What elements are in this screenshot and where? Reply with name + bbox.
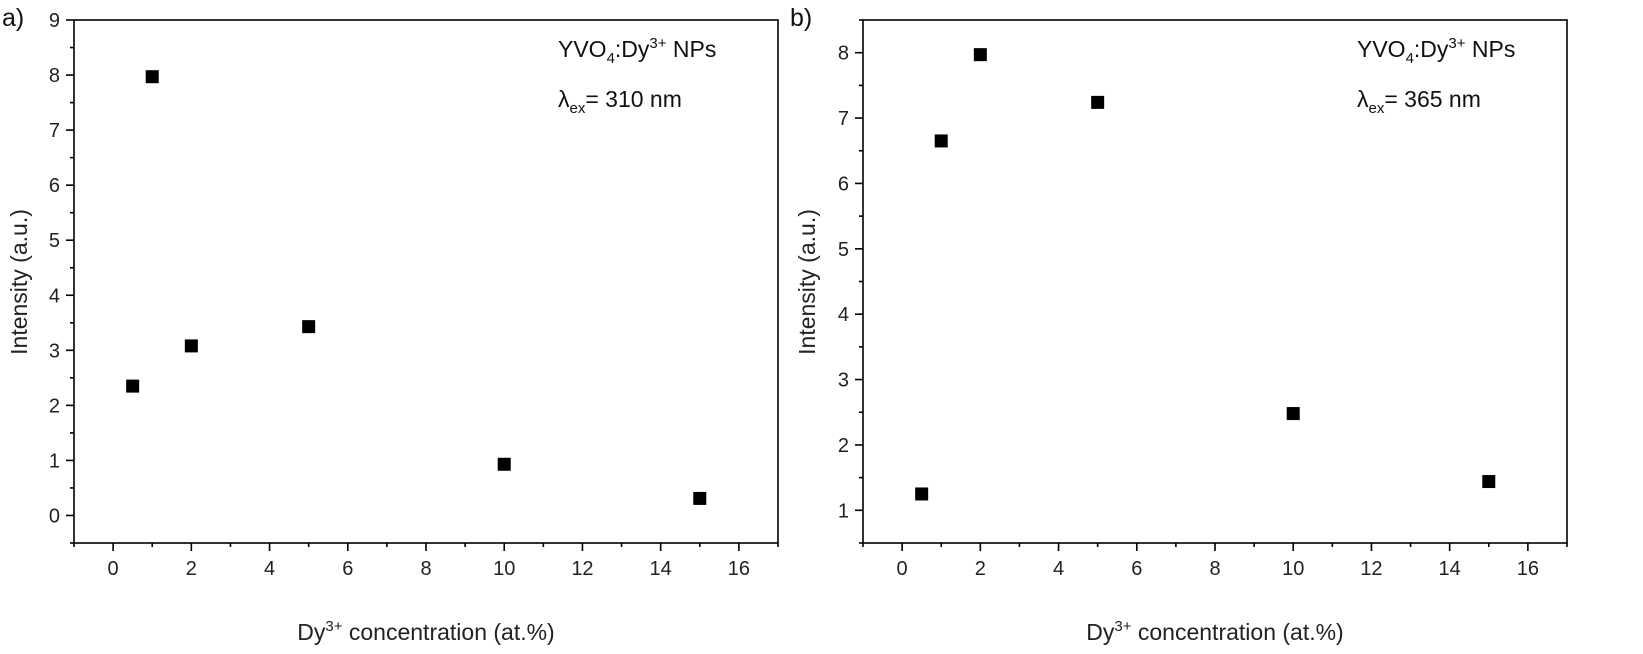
panel-a-x-tick-label: 0	[108, 558, 119, 580]
panel-b-data-points	[915, 48, 1496, 501]
panel-a-data-point	[693, 491, 707, 505]
panel-a-x-axis: 0 2 4 6 8 10 12 14 16	[73, 543, 779, 580]
panel-a-x-tick-label: 4	[264, 558, 275, 580]
panel-b-x-tick-label: 2	[975, 558, 986, 580]
panel-a-data-point	[145, 70, 159, 84]
panel-a-y-tick-label: 5	[49, 230, 60, 252]
panel-b-x-tick-label: 16	[1517, 558, 1539, 580]
panel-b-y-tick-label: 8	[838, 43, 849, 65]
panel-b-data-point	[1482, 475, 1496, 489]
panel-a-y-tick-label: 1	[49, 450, 60, 472]
panel-a-y-tick-label: 3	[49, 340, 60, 362]
panel-b-x-tick-label: 8	[1209, 558, 1220, 580]
panel-b-x-tick-label: 6	[1131, 558, 1142, 580]
panel-a-y-tick-label: 8	[49, 65, 60, 87]
panel-b-x-tick-label: 4	[1053, 558, 1064, 580]
panel-b-label: b)	[790, 4, 812, 32]
panel-a-x-tick-label: 14	[650, 558, 672, 580]
panel-a-data-points	[126, 70, 707, 505]
panel-a-y-tick-label: 2	[49, 395, 60, 417]
panel-a-x-tick-label: 2	[186, 558, 197, 580]
panel-b-y-tick-label: 2	[838, 435, 849, 457]
panel-b-y-tick-label: 4	[838, 304, 849, 326]
panel-a-data-point	[126, 379, 140, 393]
panel-b-data-point	[1091, 95, 1105, 109]
panel-b-x-tick-label: 0	[897, 558, 908, 580]
panel-a-material-label: YVO4:Dy3+ NPs	[558, 35, 716, 67]
panel-b-x-axis-title: Dy3+ concentration (at.%)	[1086, 618, 1343, 645]
panel-b-y-tick-label: 7	[838, 108, 849, 130]
panel-b-x-tick-label: 14	[1439, 558, 1461, 580]
panel-a-y-axis: 0 1 2 3 4 5 6 7 8 9	[49, 10, 74, 544]
panel-b-data-point	[973, 48, 987, 62]
panel-b-x-axis: 0 2 4 6 8 10 12 14 16	[862, 543, 1568, 580]
panel-b-x-tick-label: 10	[1282, 558, 1304, 580]
panel-a-y-tick-label: 4	[49, 285, 60, 307]
panel-a-data-point	[497, 457, 511, 471]
panel-b-y-tick-label: 6	[838, 173, 849, 195]
panel-a-x-tick-label: 8	[420, 558, 431, 580]
panel-a-x-tick-label: 6	[342, 558, 353, 580]
panel-b-data-point	[1286, 407, 1300, 421]
panel-b-y-tick-label: 5	[838, 239, 849, 261]
panel-a-y-axis-title: Intensity (a.u.)	[6, 209, 32, 355]
panel-b-y-axis-title: Intensity (a.u.)	[794, 209, 820, 355]
panel-a-y-tick-label: 0	[49, 505, 60, 527]
panel-b-x-tick-label: 12	[1360, 558, 1382, 580]
panel-b-data-point	[915, 487, 929, 501]
panel-a-x-tick-label: 16	[728, 558, 750, 580]
panel-b-material-label: YVO4:Dy3+ NPs	[1357, 35, 1515, 67]
panel-a-label: a)	[2, 4, 24, 32]
panel-b-y-tick-label: 3	[838, 370, 849, 392]
panel-a-y-tick-label: 6	[49, 175, 60, 197]
panel-a-y-tick-label: 9	[49, 10, 60, 32]
panel-b-excitation-label: λex= 365 nm	[1357, 86, 1481, 117]
panel-a-x-tick-label: 10	[493, 558, 515, 580]
panel-a-excitation-label: λex= 310 nm	[558, 86, 682, 117]
panel-a-y-tick-label: 7	[49, 120, 60, 142]
panel-a-x-axis-title: Dy3+ concentration (at.%)	[297, 618, 554, 645]
panel-a-x-tick-label: 12	[571, 558, 593, 580]
panel-b-data-point	[934, 134, 948, 148]
panel-a-data-point	[184, 339, 198, 353]
panel-b-y-axis: 1 2 3 4 5 6 7 8	[838, 19, 863, 544]
panel-a-data-point	[302, 320, 316, 334]
panel-b-y-tick-label: 1	[838, 500, 849, 522]
